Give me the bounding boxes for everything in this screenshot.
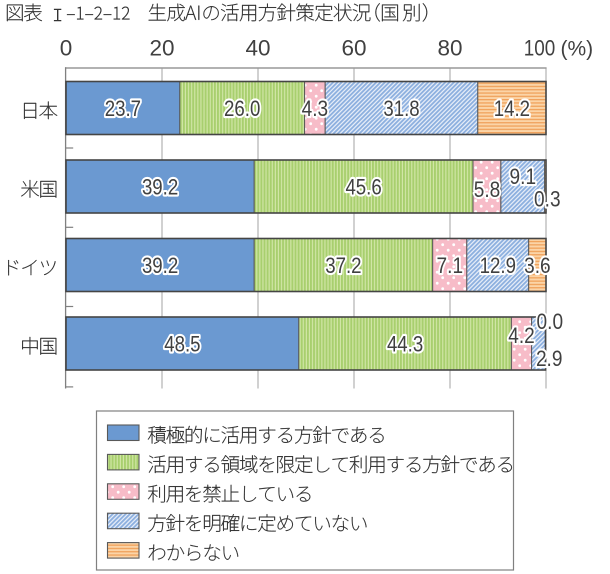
svg-text:2.9: 2.9: [536, 346, 563, 371]
svg-text:39.2: 39.2: [142, 253, 178, 278]
svg-text:7.1: 7.1: [437, 253, 464, 278]
svg-text:45.6: 45.6: [345, 174, 381, 199]
svg-text:20: 20: [149, 36, 174, 61]
svg-text:3.6: 3.6: [524, 253, 551, 278]
svg-text:37.2: 37.2: [325, 253, 361, 278]
svg-text:60: 60: [341, 36, 366, 61]
svg-text:40: 40: [245, 36, 270, 61]
svg-text:4.2: 4.2: [508, 323, 535, 348]
svg-text:0: 0: [60, 36, 73, 61]
svg-text:23.7: 23.7: [105, 96, 141, 121]
svg-text:100: 100: [524, 36, 556, 61]
svg-text:48.5: 48.5: [164, 331, 200, 356]
svg-text:0.0: 0.0: [537, 309, 564, 334]
svg-text:5.8: 5.8: [474, 177, 501, 202]
svg-text:14.2: 14.2: [494, 96, 530, 121]
svg-text:12.9: 12.9: [480, 253, 516, 278]
svg-text:44.3: 44.3: [387, 331, 423, 356]
svg-text:(%): (%): [561, 38, 594, 61]
svg-text:0.3: 0.3: [534, 187, 561, 212]
svg-text:26.0: 26.0: [224, 96, 260, 121]
svg-text:4.3: 4.3: [302, 96, 329, 121]
svg-text:9.1: 9.1: [510, 164, 537, 189]
svg-text:80: 80: [437, 36, 462, 61]
svg-text:31.8: 31.8: [383, 96, 419, 121]
svg-text:39.2: 39.2: [142, 174, 178, 199]
